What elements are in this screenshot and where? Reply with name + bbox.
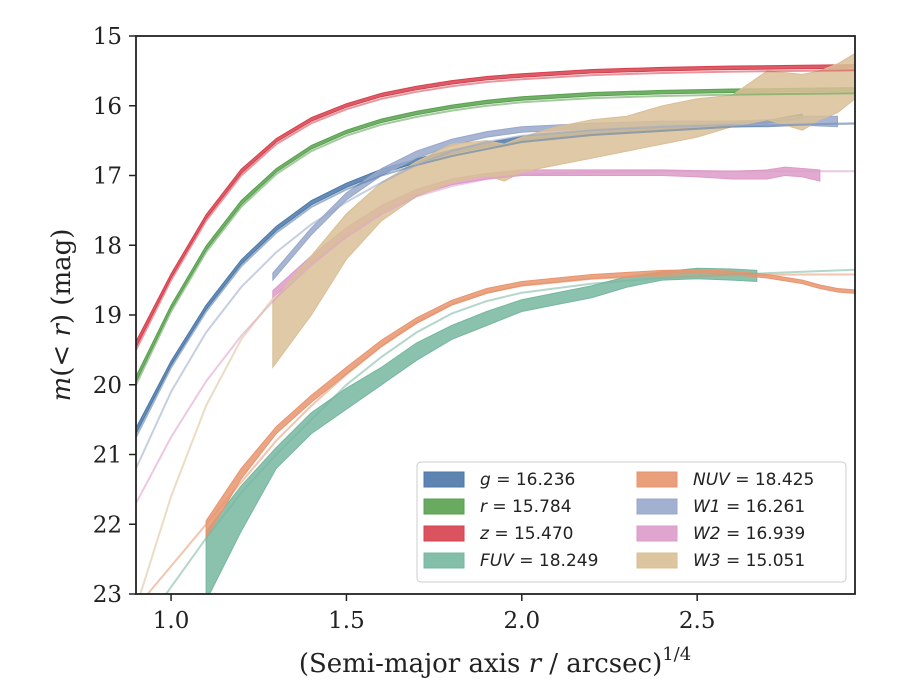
legend-swatch-nuv — [636, 471, 678, 488]
legend: g = 16.236 r = 15.784 z = 15.470 FUV = 18.2… — [416, 461, 847, 583]
x-tick-label: 2.5 — [679, 608, 716, 634]
legend-swatch-z — [423, 525, 465, 542]
y-axis-label: m(< r) (mag) — [47, 229, 77, 402]
legend-swatch-w2 — [636, 525, 678, 542]
model-line-z — [136, 69, 855, 351]
y-tick-label: 22 — [93, 512, 122, 538]
data-band-r — [136, 87, 855, 383]
model-line-w3 — [139, 293, 278, 594]
y-tick-label: 19 — [93, 303, 122, 329]
x-axis: 1.0 1.5 2.0 2.5 — [153, 594, 716, 634]
y-tick-label: 18 — [93, 233, 122, 259]
model-line-nuv — [146, 273, 855, 594]
legend-swatch-w1 — [636, 498, 678, 515]
legend-label-w3: W3 = 15.051 — [693, 551, 805, 571]
legend-label-g: g = 16.236 — [480, 470, 575, 490]
data-band-z — [136, 64, 855, 348]
model-line-r — [136, 92, 855, 386]
legend-swatch-r — [423, 498, 465, 515]
legend-swatch-w3 — [636, 552, 678, 569]
x-tick-label: 1.0 — [153, 608, 190, 634]
y-tick-label: 20 — [93, 373, 122, 399]
y-tick-label: 16 — [93, 94, 122, 120]
legend-label-r: r = 15.784 — [480, 497, 572, 517]
x-axis-label: (Semi-major axis r / arcsec)1/4 — [299, 644, 691, 679]
legend-label-z: z = 15.470 — [479, 524, 573, 544]
legend-label-fuv: FUV = 18.249 — [480, 551, 598, 571]
data-band-fuv — [205, 267, 758, 594]
x-tick-label: 2.0 — [504, 608, 541, 634]
legend-box — [416, 461, 847, 583]
y-tick-label: 17 — [93, 164, 122, 190]
x-tick-label: 1.5 — [328, 608, 365, 634]
y-axis: 15 16 17 18 19 20 21 22 23 — [93, 24, 136, 608]
model-line-w2 — [136, 170, 855, 504]
legend-label-w2: W2 = 16.939 — [693, 524, 805, 544]
data-band-nuv — [205, 269, 855, 541]
y-tick-label: 21 — [93, 443, 122, 469]
data-band-w3 — [272, 52, 855, 369]
y-tick-label: 15 — [93, 24, 122, 50]
model-line-w1 — [136, 122, 855, 469]
legend-swatch-fuv — [423, 552, 465, 569]
model-line-fuv — [164, 268, 855, 594]
legend-label-nuv: NUV = 18.425 — [693, 470, 814, 490]
legend-swatch-g — [423, 471, 465, 488]
legend-label-w1: W1 = 16.261 — [693, 497, 805, 517]
y-tick-label: 23 — [93, 582, 122, 608]
series-model-lines — [136, 69, 855, 594]
